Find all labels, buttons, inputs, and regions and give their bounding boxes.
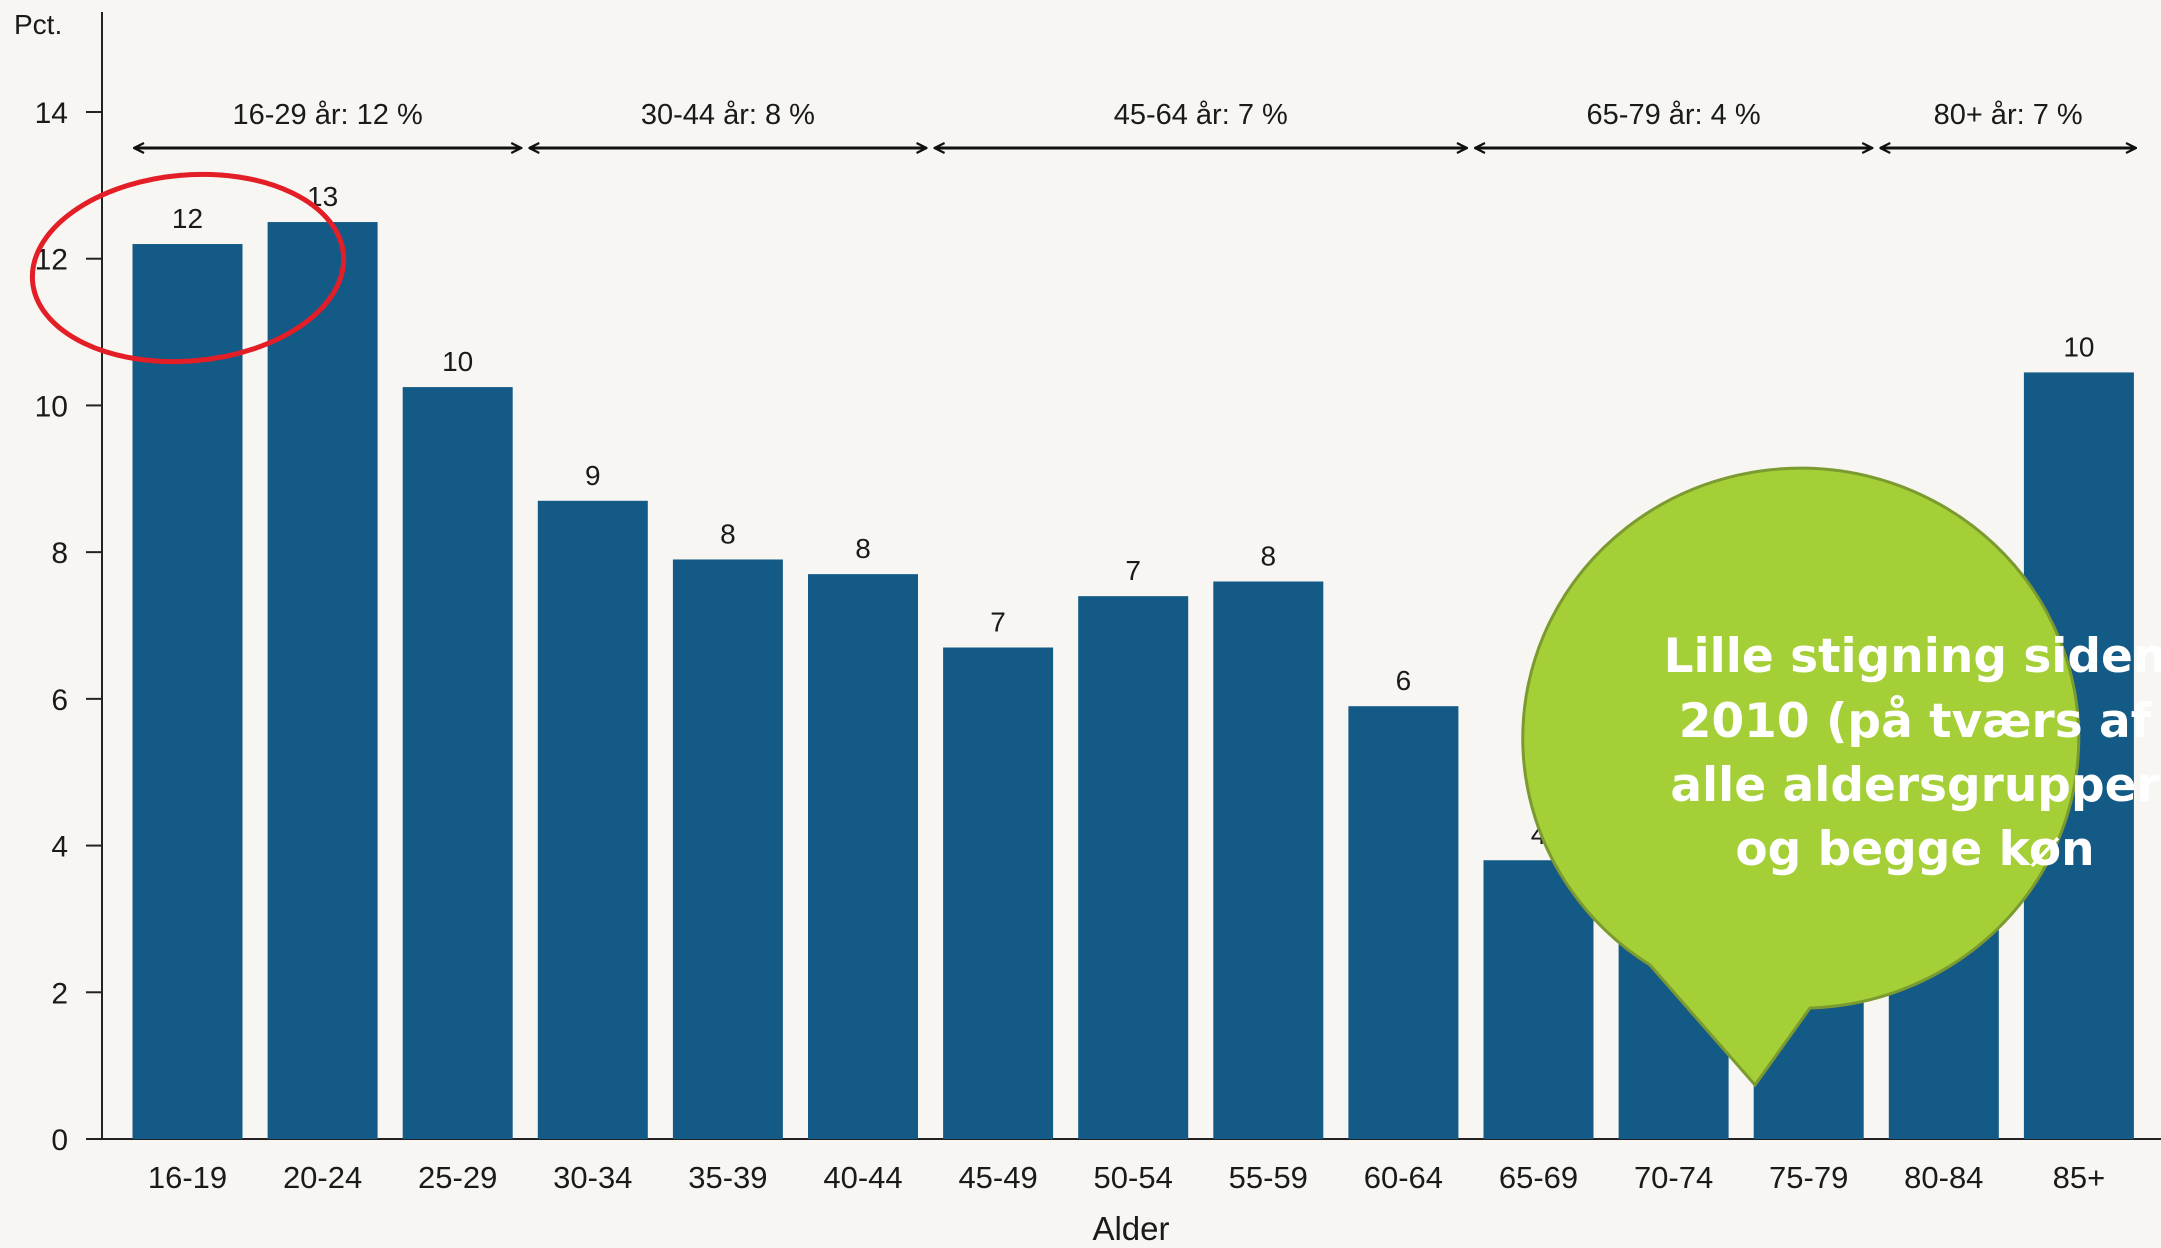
x-tick-label: 65-69	[1499, 1160, 1578, 1195]
bar-value-label: 8	[720, 518, 736, 549]
group-range-label: 30-44 år: 8 %	[641, 99, 815, 131]
bar-value-label: 7	[1125, 555, 1141, 586]
bar-value-label: 6	[1396, 665, 1412, 696]
group-range-label: 45-64 år: 7 %	[1114, 99, 1288, 131]
group-range-label: 65-79 år: 4 %	[1587, 99, 1761, 131]
bar-20-24	[267, 222, 378, 1140]
group-range-label: 16-29 år: 12 %	[233, 99, 423, 131]
y-tick-label: 8	[51, 537, 68, 570]
x-tick-label: 70-74	[1634, 1160, 1713, 1195]
bar-45-49	[943, 647, 1054, 1139]
speech-bubble-shape	[1521, 466, 2081, 1088]
y-tick-label: 10	[35, 390, 68, 423]
y-tick-label: 4	[51, 831, 68, 864]
y-tick-label: 6	[51, 684, 68, 717]
bar-60-64	[1348, 706, 1459, 1139]
x-tick-label: 85+	[2053, 1160, 2106, 1195]
callout-line: Lille stigning siden	[1664, 629, 2161, 684]
x-tick-label: 40-44	[823, 1160, 902, 1195]
x-tick-label: 45-49	[958, 1160, 1037, 1195]
callout-line: og begge køn	[1735, 822, 2094, 877]
x-tick-label: 80-84	[1904, 1160, 1983, 1195]
x-tick-labels: 16-19 20-24 25-29 30-34 35-39 40-44 45-49 50-54…	[148, 1160, 2105, 1195]
callout-line: 2010 (på tværs af	[1679, 694, 2152, 749]
x-tick-label: 55-59	[1229, 1160, 1308, 1195]
y-tick-label: 14	[35, 97, 68, 130]
x-tick-label: 30-34	[553, 1160, 632, 1195]
bar-value-label: 9	[585, 460, 601, 491]
y-axis-label: Pct.	[14, 9, 62, 40]
x-tick-label: 25-29	[418, 1160, 497, 1195]
x-tick-label: 16-19	[148, 1160, 227, 1195]
bar-value-label: 8	[1261, 540, 1277, 571]
bar-25-29	[402, 387, 513, 1139]
bar-series	[132, 222, 2134, 1140]
bar-55-59	[1213, 581, 1324, 1139]
x-tick-label: 20-24	[283, 1160, 362, 1195]
bar-value-label: 12	[172, 203, 203, 234]
x-tick-label: 50-54	[1094, 1160, 1173, 1195]
bar-value-label: 7	[990, 607, 1006, 638]
callout-text: Lille stigning siden 2010 (på tværs af all…	[1664, 629, 2161, 877]
bar-16-19	[132, 244, 243, 1140]
speech-bubble-callout: Lille stigning siden 2010 (på tværs af all…	[1521, 466, 2161, 1088]
x-tick-label: 35-39	[688, 1160, 767, 1195]
age-group-annotations: 16-29 år: 12 % 30-44 år: 8 % 45-64 år: 7 %…	[134, 99, 2136, 148]
x-axis-label: Alder	[1092, 1210, 1169, 1247]
bar-30-34	[537, 500, 648, 1139]
bar-value-label: 10	[2063, 331, 2094, 362]
x-tick-label: 75-79	[1769, 1160, 1848, 1195]
y-tick-label: 0	[51, 1124, 68, 1157]
bar-50-54	[1078, 596, 1189, 1139]
bar-65-69	[1483, 860, 1594, 1139]
bar-value-label: 8	[855, 533, 871, 564]
y-tick-label: 2	[51, 977, 68, 1010]
group-range-label: 80+ år: 7 %	[1934, 99, 2083, 131]
callout-line: alle aldersgrupper	[1670, 758, 2160, 813]
bar-value-label: 10	[442, 346, 473, 377]
x-tick-label: 60-64	[1364, 1160, 1443, 1195]
bar-40-44	[808, 574, 918, 1139]
bar-35-39	[672, 559, 783, 1139]
highlight-circle	[29, 171, 347, 365]
